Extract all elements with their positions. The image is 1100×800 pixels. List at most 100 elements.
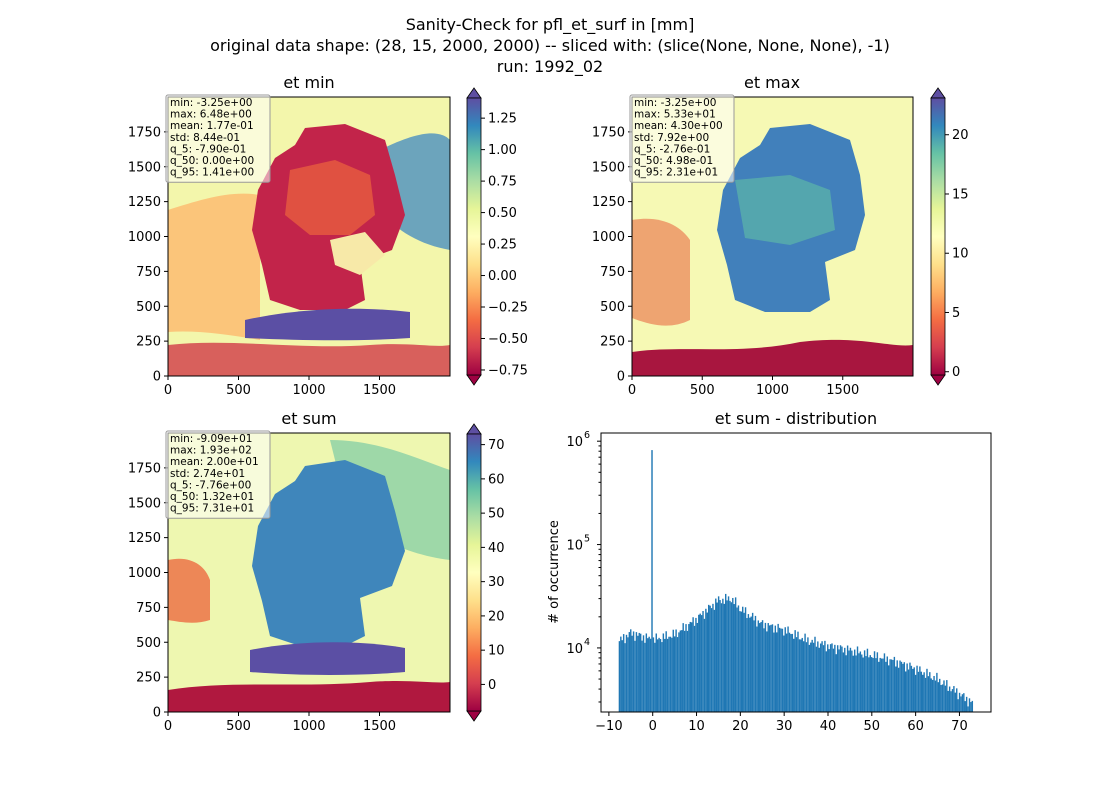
histogram-bar [824,640,826,712]
y-axis-label: # of occurrence [547,520,562,624]
colorbar-gradient [466,97,482,376]
histogram-bar [876,652,879,712]
histogram-bar [751,612,754,712]
histogram-bar [886,656,888,712]
histogram-bar [756,626,758,712]
histogram-bar [770,624,772,712]
histogram-bar [838,649,840,712]
histogram-bar [892,660,894,712]
histogram-bar [719,600,721,712]
y-tick-label: 250 [136,335,161,350]
histogram-bar [780,628,782,712]
histogram-bar [747,614,750,712]
colorbar-extend-max [930,87,946,99]
histogram-bar [866,648,869,712]
histogram-bar [732,597,734,712]
histogram-bar [645,633,648,712]
y-tick-label: 750 [136,601,161,616]
histogram-bar [649,638,652,712]
histogram-bar [699,613,701,712]
histogram-bar [968,698,971,712]
histogram-bar [683,630,686,712]
x-tick-label: 1000 [756,383,789,398]
colorbar-tick-label: 30 [488,575,505,590]
colorbar-tick-label: 5 [952,306,960,321]
histogram-bar [740,611,743,712]
histogram-bar [895,666,897,712]
histogram-bar [900,661,903,712]
histogram-bar [723,603,726,712]
histogram-bar [880,658,883,712]
histogram-bar [827,644,829,712]
histogram-bar [676,637,679,712]
histogram-bar [778,627,781,712]
histogram-bar [754,615,757,712]
histogram-bar [931,679,934,712]
x-tick-label: 1500 [363,383,396,398]
histogram-bar [620,636,622,712]
histogram-bar [950,691,952,712]
stats-line: q_50: 4.98e-01 [634,155,713,167]
heatmap-area [168,97,450,376]
histogram-bar [926,668,928,712]
histogram-bar [848,650,850,712]
histogram-bar [865,656,867,712]
histogram-bar [811,639,813,712]
histogram-bar [851,650,853,712]
colorbar: 0 10 20 30 40 50 60 70 [466,423,505,722]
histogram-bar [783,635,785,712]
histogram-bar [737,605,740,712]
histogram-bar [859,651,862,712]
histogram-bar [753,620,755,712]
histogram-bar [709,605,711,712]
histogram-bar [815,646,818,712]
histogram-bar [764,622,767,712]
histogram-bar [659,639,662,712]
histogram-bar [872,658,874,712]
colorbar-extend-max [466,87,482,99]
histogram-bar [678,632,680,712]
y-tick-label: 500 [136,300,161,315]
histogram-bar [934,680,937,712]
histogram-bar [804,633,806,712]
histogram-bar [736,607,738,712]
colorbar-tick-label: 0.75 [488,175,517,190]
histogram-bar [727,596,730,712]
histogram-bar [878,661,880,712]
histogram-bar [937,682,940,712]
histogram-bar [965,696,968,712]
histogram-bar [656,639,659,712]
stats-line: std: 7.92e+00 [634,132,709,144]
y-tick-label: 500 [600,300,625,315]
histogram-bar [836,645,839,712]
histogram-bar [776,632,778,712]
histogram-bar [625,634,628,712]
colorbar: −0.75 −0.50 −0.25 0.00 0.25 0.50 0.75 1.00 1.25 [466,87,528,386]
histogram-frame [600,432,992,713]
histogram-bar [883,653,886,712]
stats-line: q_95: 1.41e+00 [170,167,254,179]
colorbar-gradient [930,97,946,376]
x-tick-label: −10 [595,719,622,734]
histogram-bar [906,663,908,712]
y-tick-label: 1000 [128,230,161,245]
histogram-bar [923,672,925,712]
stats-line: min: -3.25e+00 [170,97,252,109]
histogram-bar [638,632,640,712]
colorbar-extend-max [466,423,482,435]
histogram-bar [922,674,924,712]
histogram-bar [909,662,911,712]
histogram-bar [825,651,828,712]
y-tick-label: 1750 [592,125,625,140]
heatmap-south-band [245,308,410,341]
histogram-bar [870,657,873,712]
y-tick-label: 1000 [592,230,625,245]
histogram-bar [912,668,914,712]
histogram-bar [905,671,907,712]
colorbar-extend-min [930,374,946,386]
colorbar-gradient [466,433,482,712]
colorbar-tick-label: 0.00 [488,269,517,284]
panel-title: et sum [281,409,336,428]
heatmap-west-band [168,193,260,340]
